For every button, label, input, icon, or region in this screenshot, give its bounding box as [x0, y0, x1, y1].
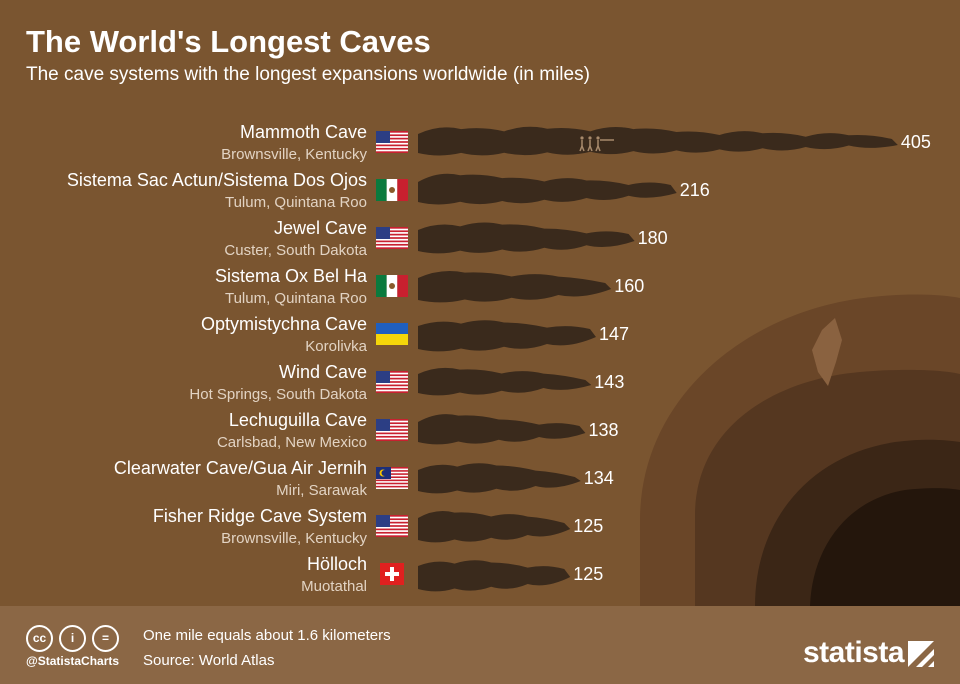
cave-location-label: Tulum, Quintana Roo: [225, 290, 367, 307]
cave-name-label: Jewel Cave: [274, 218, 367, 238]
footer: cc i = @StatistaCharts One mile equals a…: [0, 606, 960, 684]
cave-location-label: Hot Springs, South Dakota: [189, 386, 367, 403]
cave-row: Mammoth Cave Brownsville, Kentucky 405: [221, 122, 931, 163]
cave-row: Wind Cave Hot Springs, South Dakota 143: [189, 362, 624, 403]
cave-bar: [418, 270, 612, 303]
cave-name-label: Sistema Sac Actun/Sistema Dos Ojos: [67, 170, 367, 190]
twitter-handle: @StatistaCharts: [26, 654, 120, 668]
cave-name-label: Clearwater Cave/Gua Air Jernih: [114, 458, 367, 478]
cave-entrance-illustration: [640, 294, 960, 606]
cave-row: Sistema Sac Actun/Sistema Dos Ojos Tulum,…: [67, 170, 710, 211]
cave-bar: [418, 510, 571, 543]
value-label: 405: [901, 132, 931, 152]
cave-row: Optymistychna Cave Korolivka 147: [201, 314, 629, 355]
cave-row: Sistema Ox Bel Ha Tulum, Quintana Roo 160: [215, 266, 644, 307]
cave-location-label: Korolivka: [305, 338, 367, 355]
cave-name-label: Fisher Ridge Cave System: [153, 506, 367, 526]
cave-row: Lechuguilla Cave Carlsbad, New Mexico 138: [217, 410, 619, 451]
flag-us-icon: [376, 371, 408, 393]
value-label: 143: [594, 372, 624, 392]
chart-title: The World's Longest Caves: [26, 24, 431, 59]
cave-name-label: Wind Cave: [279, 362, 367, 382]
cave-bar: [418, 463, 581, 494]
footnote: One mile equals about 1.6 kilometers: [143, 627, 391, 644]
flag-mx-icon: [376, 179, 408, 201]
value-label: 125: [573, 564, 603, 584]
value-label: 125: [573, 516, 603, 536]
bars-layer: Mammoth Cave Brownsville, Kentucky 405 Sist…: [67, 122, 931, 595]
flag-ua-icon: [376, 323, 408, 345]
cave-name-label: Mammoth Cave: [240, 122, 367, 142]
cave-bar: [418, 367, 592, 396]
value-label: 134: [584, 468, 614, 488]
flag-ch-icon: [380, 563, 404, 585]
explorers-icon: [579, 136, 614, 152]
cave-row: Hölloch Muotathal 125: [301, 554, 603, 595]
cave-location-label: Tulum, Quintana Roo: [225, 194, 367, 211]
source-link[interactable]: Source: World Atlas: [143, 652, 275, 669]
value-label: 180: [638, 228, 668, 248]
cave-bar: [418, 320, 596, 352]
cave-bar: [418, 173, 677, 205]
chart-area: Mammoth Cave Brownsville, Kentucky 405 Sist…: [67, 122, 960, 606]
cave-location-label: Custer, South Dakota: [224, 242, 367, 259]
cave-location-label: Muotathal: [301, 578, 367, 595]
chart-subtitle: The cave systems with the longest expans…: [26, 64, 590, 85]
cave-row: Jewel Cave Custer, South Dakota 180: [224, 218, 667, 259]
value-label: 160: [614, 276, 644, 296]
cave-bar: [418, 126, 898, 156]
cave-bar: [418, 222, 635, 254]
cave-name-label: Optymistychna Cave: [201, 314, 367, 334]
flag-mx-icon: [376, 275, 408, 297]
cave-location-label: Carlsbad, New Mexico: [217, 434, 367, 451]
cave-row: Fisher Ridge Cave System Brownsville, Ken…: [153, 506, 603, 547]
statista-logo-icon: [908, 641, 934, 667]
value-label: 147: [599, 324, 629, 344]
value-label: 216: [680, 180, 710, 200]
cave-row: Clearwater Cave/Gua Air Jernih Miri, Sara…: [114, 458, 614, 499]
flag-my-icon: [376, 467, 408, 489]
flag-us-icon: [376, 515, 408, 537]
cave-bar: [418, 414, 586, 445]
cave-name-label: Sistema Ox Bel Ha: [215, 266, 368, 286]
flag-us-icon: [376, 131, 408, 153]
cave-location-label: Brownsville, Kentucky: [221, 530, 367, 547]
flag-us-icon: [376, 227, 408, 249]
no-derivatives-icon: =: [92, 625, 119, 652]
value-label: 138: [588, 420, 618, 440]
cave-name-label: Lechuguilla Cave: [229, 410, 367, 430]
cave-location-label: Brownsville, Kentucky: [221, 146, 367, 163]
cave-location-label: Miri, Sarawak: [276, 482, 367, 499]
cave-name-label: Hölloch: [307, 554, 367, 574]
creative-commons-icon: cc: [26, 625, 53, 652]
statista-logo[interactable]: statista: [803, 636, 905, 669]
flag-us-icon: [376, 419, 408, 441]
cave-bar: [418, 560, 571, 592]
attribution-icon: i: [59, 625, 86, 652]
